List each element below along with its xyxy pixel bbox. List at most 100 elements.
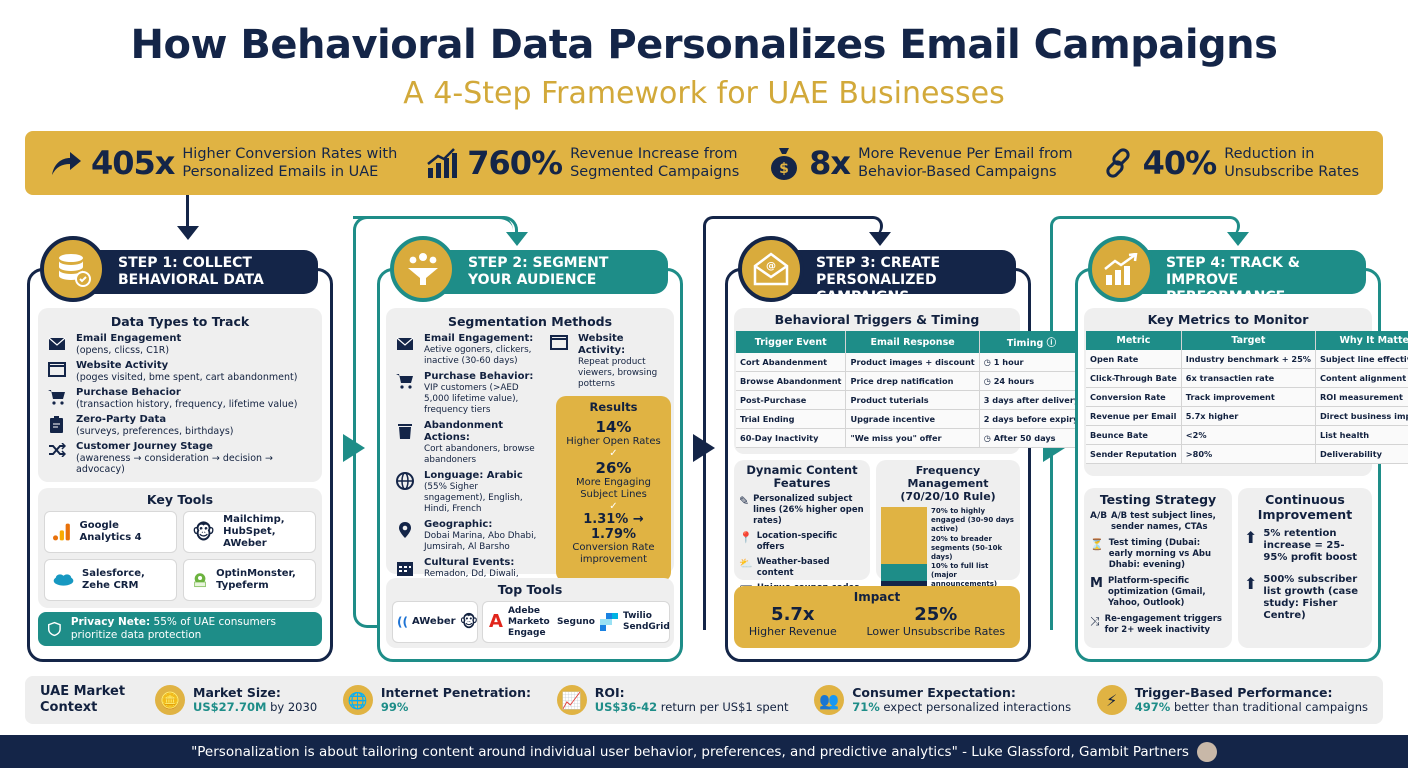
tool-salesforce: Salesforce, Zehe CRM xyxy=(44,559,177,601)
tool-group: A Adebe Marketo Engage Seguno Twilio Sen… xyxy=(482,601,670,643)
arrow-right-icon xyxy=(343,434,365,462)
alert-circle-icon: ⓘ xyxy=(1046,338,1057,349)
email-icon xyxy=(46,333,68,351)
cart-icon xyxy=(46,387,68,405)
metrics-panel: Key Metrics to Monitor Metric Target Why I… xyxy=(1084,308,1408,476)
salesforce-cloud-icon xyxy=(53,574,74,586)
market-context-bar: UAE Market Context 🪙 Market Size: US$27.70… xyxy=(25,676,1383,724)
shuffle-icon xyxy=(46,441,68,457)
results-box: Results 14% Higher Open Rates ✓ 26% More… xyxy=(556,396,671,582)
triggers-panel: Behavioral Triggers & Timing Trigger Eve… xyxy=(734,308,1085,454)
market-size: 🪙 Market Size: US$27.70M by 2030 xyxy=(155,685,317,715)
continuous-improvement-panel: Continuous Improvement ⬆ 5% retention inc… xyxy=(1238,488,1372,648)
optinmonster-icon xyxy=(194,573,206,588)
table-row: Click-Through Bate 6x transactien rate Con… xyxy=(1086,368,1408,388)
stats-bar: 405x Higher Conversion Rates with Persona… xyxy=(25,131,1383,195)
consumer-expectation: 👥 Consumer Expectation: 71% expect persona… xyxy=(814,685,1071,715)
arrow-down-icon xyxy=(177,226,199,240)
stat-revenue-per-email: $ 8x More Revenue Per Email from Behavior… xyxy=(767,144,1073,182)
table-row: Sender Reputation >80% Deliverability xyxy=(1086,444,1408,464)
connector-line xyxy=(703,216,883,236)
table-row: 60-Day Inactivity "We miss you" offer ◷ Af… xyxy=(736,428,1085,448)
trash-icon xyxy=(394,420,416,440)
mailchimp-icon: 🐵 xyxy=(459,612,479,631)
page-subtitle: A 4-Step Framework for UAE Businesses xyxy=(403,76,1005,111)
frequency-panel: Frequency Management (70/20/10 Rule) 70%… xyxy=(876,460,1020,590)
weather-icon: ⛅ xyxy=(739,557,753,570)
trend-arrow-icon xyxy=(49,146,83,180)
tool-google-analytics: Google Analytics 4 xyxy=(44,511,177,553)
author-avatar xyxy=(1196,741,1217,762)
lightning-icon: ⚡ xyxy=(1096,685,1127,715)
globe-icon xyxy=(394,470,416,490)
table-row: Beunce Bate <2% List health xyxy=(1086,425,1408,445)
svg-text:$: $ xyxy=(779,161,789,177)
step4-badge xyxy=(1088,236,1154,302)
table-row: Cort Abandenment Product images + discoun… xyxy=(736,353,1085,372)
users-icon: 👥 xyxy=(814,685,845,715)
google-analytics-icon xyxy=(53,523,70,541)
arrow-down-icon xyxy=(506,232,528,246)
table-row: Browse Abandonment Price drep natificatio… xyxy=(736,371,1085,391)
internet-penetration: 🌐 Internet Penetration: 99% xyxy=(342,685,531,715)
growth-chart-icon: 📈 xyxy=(556,685,587,715)
data-type-item: Zero-Party Data (surveys, preferences, bi… xyxy=(46,414,314,437)
footer-quote-bar: "Personalization is about tailoring cont… xyxy=(0,735,1408,768)
tool-aweber: ((AWeber 🐵 xyxy=(392,601,478,643)
connector-line xyxy=(1050,216,1240,236)
segment-method: Purchase Behavior: VIP customers (>AED 5,… xyxy=(394,371,542,416)
clock-icon: ◷ xyxy=(983,357,994,367)
data-type-item: Purchase Behacior (transaction history, f… xyxy=(46,387,314,410)
shield-icon xyxy=(48,621,61,637)
data-type-item: Customer Journey Stage (awareness → consi… xyxy=(46,441,314,475)
svg-text:@: @ xyxy=(766,261,776,272)
data-type-item: Website Activity (poges visited, bme spen… xyxy=(46,360,314,383)
check-icon: ✓ xyxy=(609,501,618,512)
coins-icon: 🪙 xyxy=(155,685,185,715)
stat-conversion: 405x Higher Conversion Rates with Persona… xyxy=(49,144,397,182)
clock-icon: ◷ xyxy=(983,433,994,443)
adobe-icon: A xyxy=(489,611,503,632)
table-row: Revenue per Email 5.7x higher Direct busin… xyxy=(1086,406,1408,426)
audience-funnel-icon xyxy=(408,253,438,285)
stat-unsubscribe: 40% Reduction in Unsubscribe Rates xyxy=(1101,144,1359,182)
segment-method-website: Website Activity: Repeat product viewers,… xyxy=(548,333,666,390)
table-row: Trial Ending Upgrade incentive 2 days befo… xyxy=(736,409,1085,429)
hourglass-icon: ⏳ xyxy=(1090,538,1104,551)
arrow-down-icon xyxy=(1227,232,1249,246)
page-title: How Behavioral Data Personalizes Email C… xyxy=(130,22,1278,68)
roi: 📈 ROI: US$36-42 return per US$1 spent xyxy=(556,685,789,715)
tool-mailchimp: 🐵 Mailchimp, HubSpet, AWeber xyxy=(183,511,316,553)
mailchimp-icon: 🐵 xyxy=(192,520,216,544)
clock-icon: ◷ xyxy=(983,376,994,386)
data-types-panel: Data Types to Track Email Engagement (ope… xyxy=(38,308,322,482)
step2-badge xyxy=(390,236,456,302)
browser-window-icon xyxy=(548,333,570,350)
growth-chart-icon xyxy=(1104,253,1138,285)
location-pin-icon xyxy=(394,519,416,539)
frequency-bar xyxy=(881,507,927,590)
top-tools-panel: Top Tools ((AWeber 🐵 A Adebe Marketo Enga… xyxy=(386,578,674,648)
table-row: Post-Purchase Product tuterials 3 days aft… xyxy=(736,390,1085,410)
calendar-icon xyxy=(394,557,416,577)
table-row: Conversion Rate Track improvement ROI meas… xyxy=(1086,387,1408,407)
arrow-up-icon: ⬆ xyxy=(1244,574,1258,593)
shuffle-icon: ⤨ xyxy=(1090,614,1100,628)
pencil-icon: ✎ xyxy=(739,494,750,508)
gmail-icon: M xyxy=(1090,576,1103,591)
segment-method: Email Engagement: Aetive ogoners, clicker… xyxy=(394,333,542,367)
email-icon xyxy=(394,333,416,351)
bar-chart-icon xyxy=(425,146,459,180)
connector-line xyxy=(186,195,189,227)
location-pin-icon: 📍 xyxy=(739,531,753,544)
ab-test-icon: A/B xyxy=(1090,511,1108,521)
privacy-note: Privacy Nete: 55% of UAE consumers prior… xyxy=(38,612,322,646)
segment-method: Longuage: Arabic (55% Sigher sngagement),… xyxy=(394,470,542,515)
trigger-performance: ⚡ Trigger-Based Performance: 497% better t… xyxy=(1096,685,1368,715)
key-tools-panel: Key Tools Google Analytics 4 🐵 Mailchimp,… xyxy=(38,488,322,608)
testing-strategy-panel: Testing Strategy A/B A/B test subject lin… xyxy=(1084,488,1232,648)
arrow-down-icon xyxy=(869,232,891,246)
check-icon: ✓ xyxy=(609,448,618,459)
dynamic-content-panel: Dynamic Content Features ✎ Personalized s… xyxy=(734,460,870,596)
